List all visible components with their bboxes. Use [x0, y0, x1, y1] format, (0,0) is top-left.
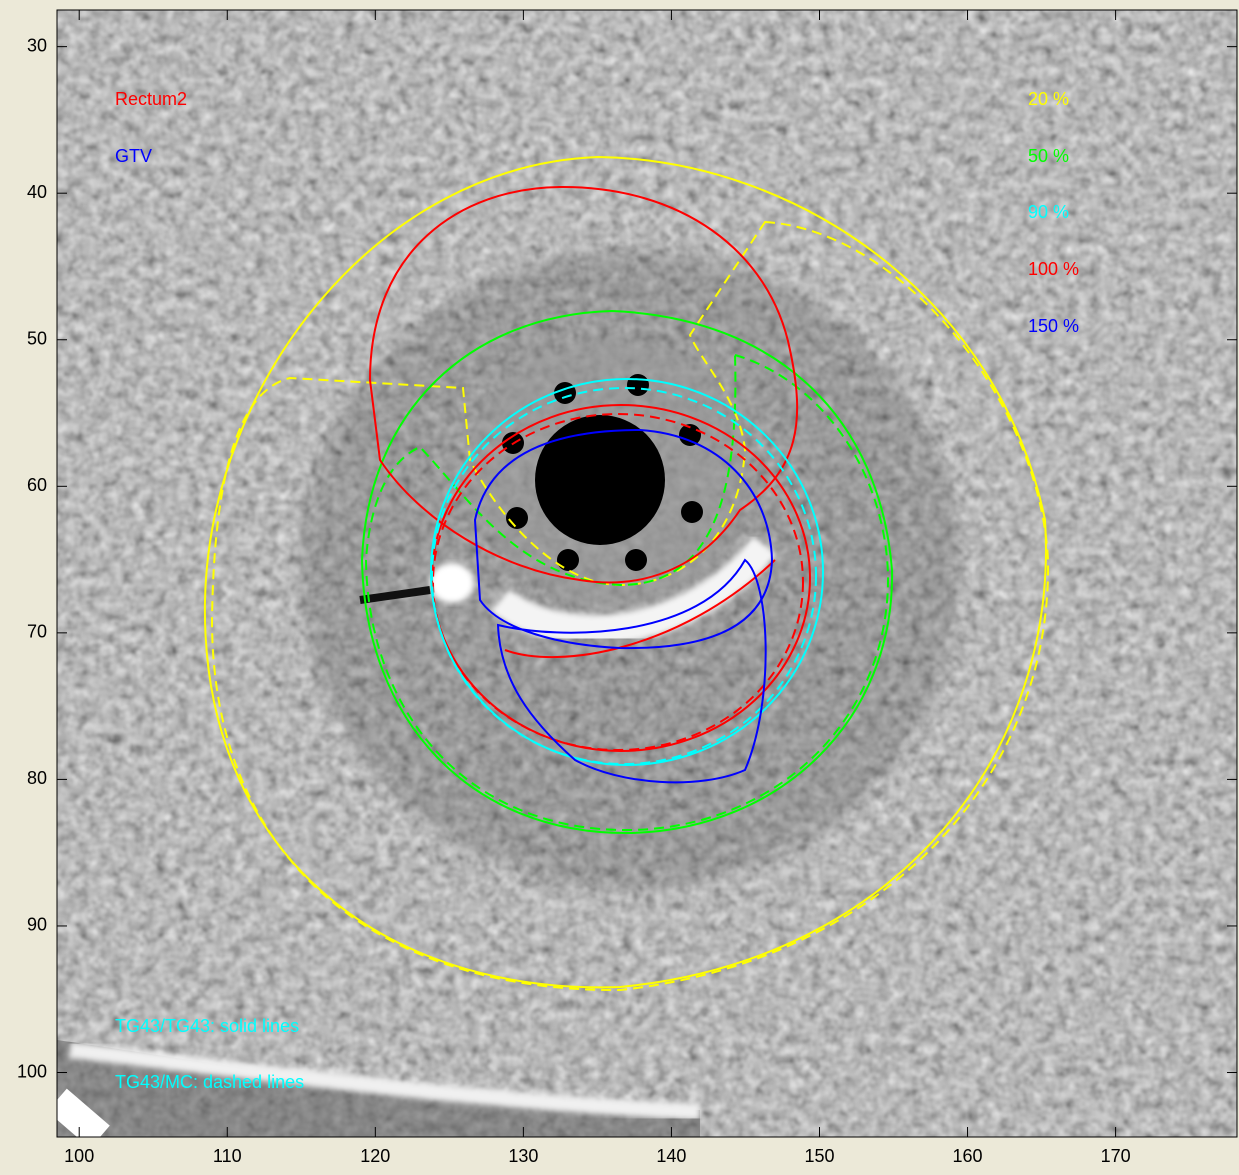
- y-tick-label: 60: [27, 475, 47, 495]
- x-tick-label: 130: [508, 1146, 538, 1166]
- annotation: 100 %: [1028, 259, 1079, 279]
- x-tick-label: 150: [804, 1146, 834, 1166]
- ct-image: [57, 10, 1237, 1137]
- x-tick-label: 140: [656, 1146, 686, 1166]
- y-tick-label: 100: [17, 1061, 47, 1081]
- annotation: TG43/MC: dashed lines: [115, 1072, 304, 1092]
- annotation: 150 %: [1028, 316, 1079, 336]
- y-tick-label: 70: [27, 622, 47, 642]
- y-tick-label: 90: [27, 915, 47, 935]
- annotation: 20 %: [1028, 89, 1069, 109]
- y-tick-label: 30: [27, 35, 47, 55]
- x-tick-label: 120: [360, 1146, 390, 1166]
- page: 100 110 120 130 140 150 160 170 30 40 50 60 70 80 90 10…: [0, 0, 1239, 1175]
- annotation: 50 %: [1028, 146, 1069, 166]
- applicator-core: [535, 415, 665, 545]
- y-tick-label: 50: [27, 328, 47, 348]
- x-tick-label: 160: [953, 1146, 983, 1166]
- annotation: 90 %: [1028, 202, 1069, 222]
- x-tick-label: 100: [64, 1146, 94, 1166]
- annotation: GTV: [115, 146, 152, 166]
- bright-spot: [430, 563, 474, 603]
- y-tick-label: 80: [27, 768, 47, 788]
- figure: 100 110 120 130 140 150 160 170 30 40 50 60 70 80 90 10…: [0, 0, 1239, 1175]
- annotation: Rectum2: [115, 89, 187, 109]
- x-tick-label: 170: [1101, 1146, 1131, 1166]
- y-tick-label: 40: [27, 182, 47, 202]
- annotation: TG43/TG43: solid lines: [115, 1016, 299, 1036]
- x-tick-label: 110: [213, 1146, 242, 1166]
